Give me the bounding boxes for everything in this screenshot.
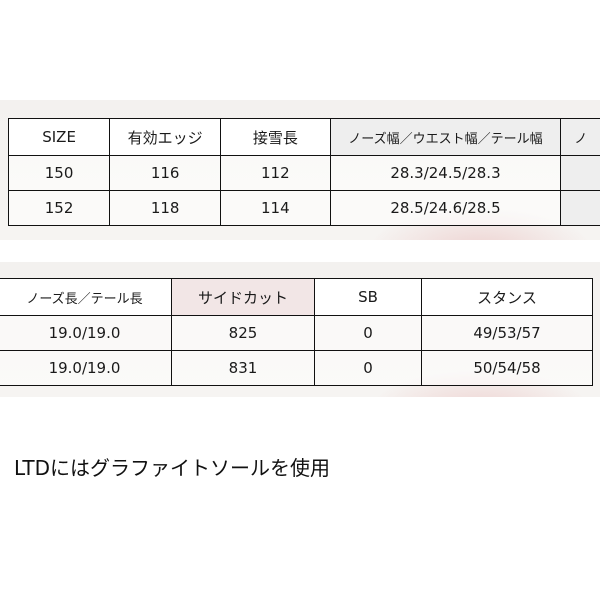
header-widths: ノーズ幅／ウエスト幅／テール幅 [329, 118, 562, 156]
cell-nose-tail-length: 19.0/19.0 [0, 315, 172, 351]
cell-cut-off [560, 190, 600, 226]
table-row: 19.0/19.0 831 0 50/54/58 [0, 350, 593, 386]
cell-contact-length: 112 [220, 155, 331, 191]
header-cut-off: ノ [560, 118, 600, 156]
cell-stance: 49/53/57 [421, 315, 593, 351]
header-stance: スタンス [421, 278, 593, 316]
table-row: 150 116 112 28.3/24.5/28.3 [7, 155, 600, 191]
table-header-row: SIZE 有効エッジ 接雪長 ノーズ幅／ウエスト幅／テール幅 ノ [7, 118, 600, 156]
header-sidecut: サイドカット [171, 278, 315, 316]
cell-widths: 28.3/24.5/28.3 [329, 155, 562, 191]
cell-effective-edge: 118 [109, 190, 222, 226]
header-contact-length: 接雪長 [220, 118, 331, 156]
cell-cut-off [560, 155, 600, 191]
cell-size: 152 [7, 190, 111, 226]
cell-effective-edge: 116 [109, 155, 222, 191]
table-row: 152 118 114 28.5/24.6/28.5 [7, 190, 600, 226]
graphite-sole-note: LTDにはグラファイトソールを使用 [14, 456, 331, 480]
cell-stance: 50/54/58 [421, 350, 593, 386]
header-size: SIZE [7, 118, 111, 156]
header-nose-tail-length: ノーズ長／テール長 [0, 278, 172, 316]
table-row: 19.0/19.0 825 0 49/53/57 [0, 315, 593, 351]
cell-sb: 0 [314, 350, 422, 386]
cell-sb: 0 [314, 315, 422, 351]
spec-table-shape: ノーズ長／テール長 サイドカット SB スタンス 19.0/19.0 825 0… [0, 278, 593, 386]
spec-table-size: SIZE 有効エッジ 接雪長 ノーズ幅／ウエスト幅／テール幅 ノ 150 116… [7, 118, 600, 226]
cell-widths: 28.5/24.6/28.5 [329, 190, 562, 226]
cell-sidecut: 831 [171, 350, 315, 386]
cell-contact-length: 114 [220, 190, 331, 226]
cell-nose-tail-length: 19.0/19.0 [0, 350, 172, 386]
cell-sidecut: 825 [171, 315, 315, 351]
cell-size: 150 [7, 155, 111, 191]
table-header-row: ノーズ長／テール長 サイドカット SB スタンス [0, 278, 593, 316]
header-sb: SB [314, 278, 422, 316]
header-effective-edge: 有効エッジ [109, 118, 222, 156]
